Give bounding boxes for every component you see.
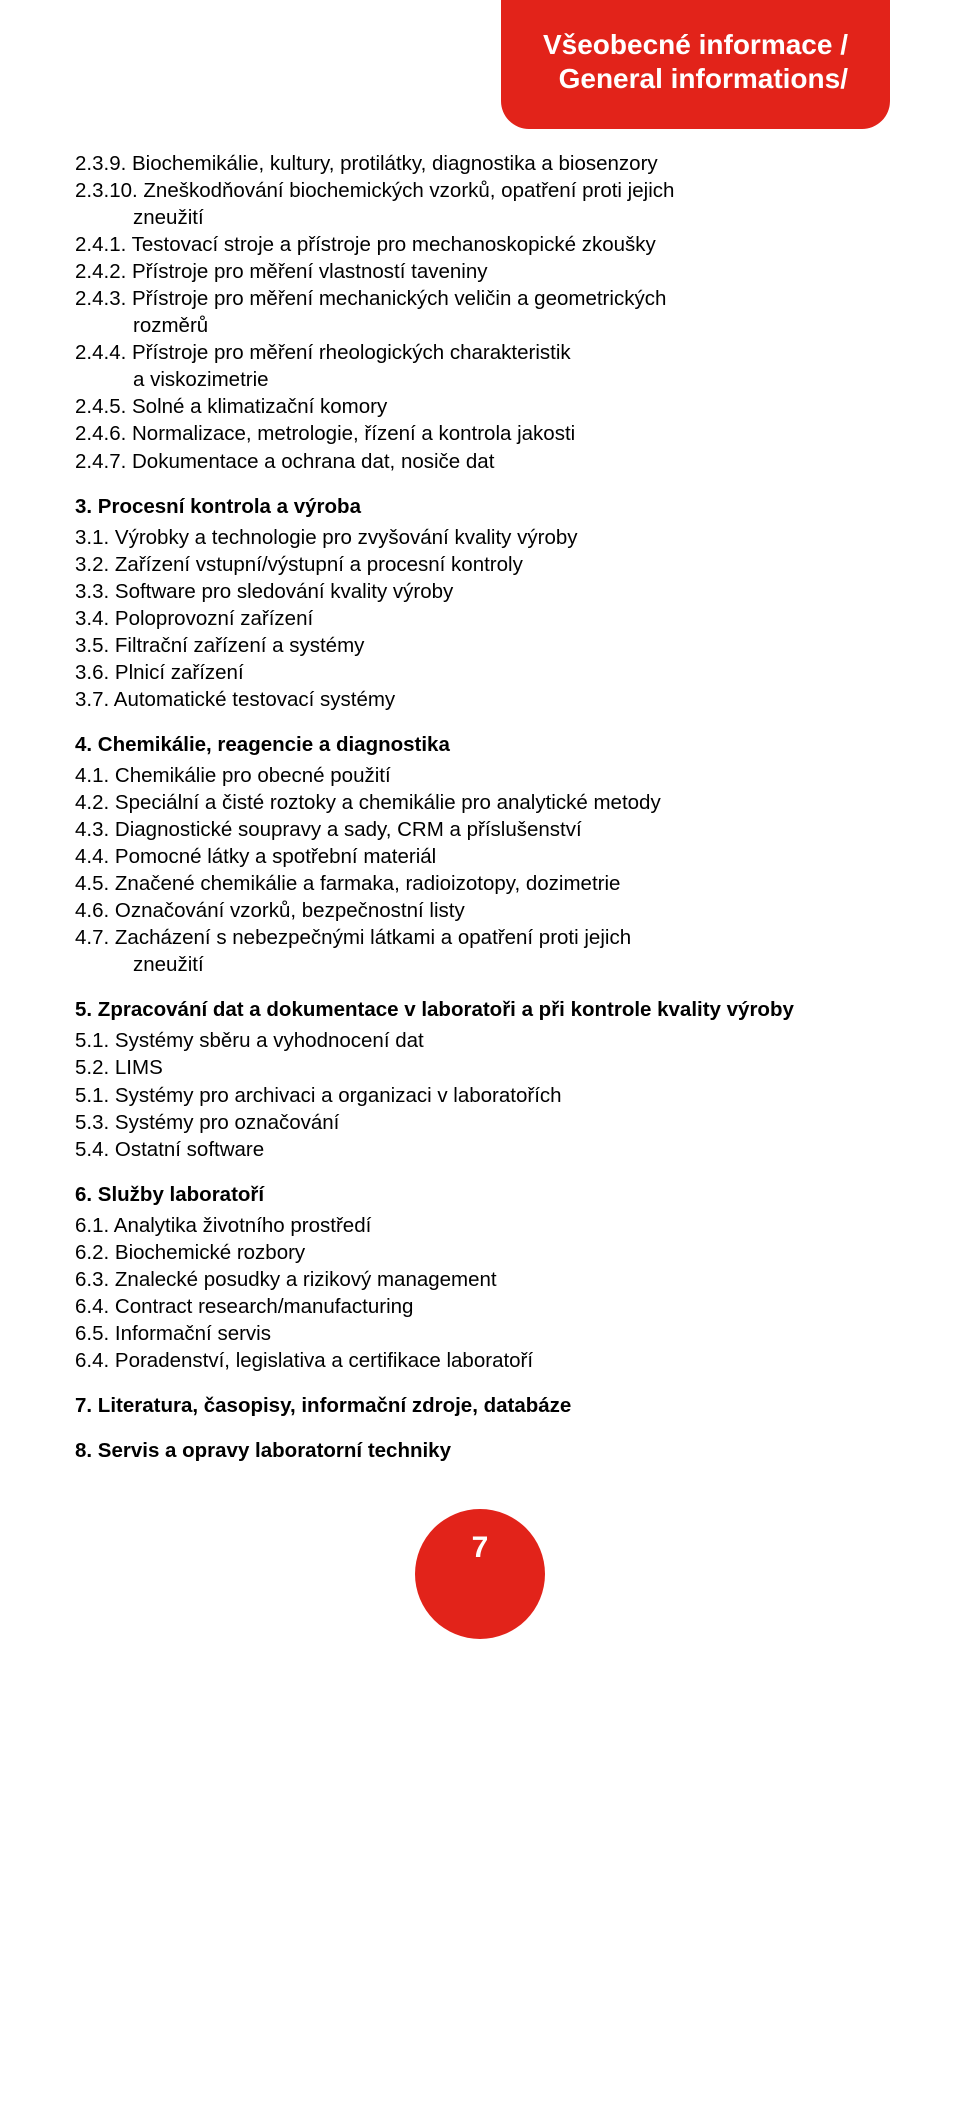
section-heading-4: 4. Chemikálie, reagencie a diagnostika — [75, 731, 890, 758]
list-item: 3.7. Automatické testovací systémy — [75, 686, 890, 713]
list-item: 3.1. Výrobky a technologie pro zvyšování… — [75, 524, 890, 551]
list-item: 4.4. Pomocné látky a spotřební materiál — [75, 843, 890, 870]
list-group-3: 3.1. Výrobky a technologie pro zvyšování… — [75, 524, 890, 713]
header-title-line2: General informations/ — [543, 62, 848, 96]
page-number-circle: 7 — [415, 1509, 545, 1639]
section-heading-7: 7. Literatura, časopisy, informační zdro… — [75, 1392, 890, 1419]
section-heading-3: 3. Procesní kontrola a výroba — [75, 493, 890, 520]
list-item: 4.1. Chemikálie pro obecné použití — [75, 762, 890, 789]
list-item: 2.4.4. Přístroje pro měření rheologickýc… — [75, 339, 890, 393]
list-item: 6.4. Poradenství, legislativa a certifik… — [75, 1347, 890, 1374]
list-item: 2.4.2. Přístroje pro měření vlastností t… — [75, 258, 890, 285]
list-item: 2.4.3. Přístroje pro měření mechanických… — [75, 285, 890, 339]
list-item: 6.4. Contract research/manufacturing — [75, 1293, 890, 1320]
list-item: 3.2. Zařízení vstupní/výstupní a procesn… — [75, 551, 890, 578]
list-item: 5.4. Ostatní software — [75, 1136, 890, 1163]
list-item: 5.3. Systémy pro označování — [75, 1109, 890, 1136]
section-heading-5: 5. Zpracování dat a dokumentace v labora… — [75, 996, 890, 1023]
list-group-2: 2.3.9. Biochemikálie, kultury, protilátk… — [75, 150, 890, 475]
list-item: 4.5. Značené chemikálie a farmaka, radio… — [75, 870, 890, 897]
list-item: 4.3. Diagnostické soupravy a sady, CRM a… — [75, 816, 890, 843]
list-item: 5.2. LIMS — [75, 1054, 890, 1081]
list-item: 4.6. Označování vzorků, bezpečnostní lis… — [75, 897, 890, 924]
list-item: 4.2. Speciální a čisté roztoky a chemiká… — [75, 789, 890, 816]
document-content: 2.3.9. Biochemikálie, kultury, protilátk… — [0, 0, 960, 1464]
list-item: 3.4. Poloprovozní zařízení — [75, 605, 890, 632]
list-item: 6.5. Informační servis — [75, 1320, 890, 1347]
list-item: 2.3.9. Biochemikálie, kultury, protilátk… — [75, 150, 890, 177]
list-item: 2.4.6. Normalizace, metrologie, řízení a… — [75, 420, 890, 447]
list-item: 5.1. Systémy pro archivaci a organizaci … — [75, 1082, 890, 1109]
list-item: 5.1. Systémy sběru a vyhodnocení dat — [75, 1027, 890, 1054]
list-item: 3.6. Plnicí zařízení — [75, 659, 890, 686]
list-item: 3.3. Software pro sledování kvality výro… — [75, 578, 890, 605]
list-item: 6.1. Analytika životního prostředí — [75, 1212, 890, 1239]
list-group-5: 5.1. Systémy sběru a vyhodnocení dat 5.2… — [75, 1027, 890, 1162]
section-heading-6: 6. Služby laboratoří — [75, 1181, 890, 1208]
list-group-6: 6.1. Analytika životního prostředí 6.2. … — [75, 1212, 890, 1374]
list-item: 2.4.7. Dokumentace a ochrana dat, nosiče… — [75, 448, 890, 475]
list-item: 3.5. Filtrační zařízení a systémy — [75, 632, 890, 659]
page-footer: 7 — [0, 1509, 960, 1594]
list-item: 2.3.10. Zneškodňování biochemických vzor… — [75, 177, 890, 231]
list-item: 6.3. Znalecké posudky a rizikový managem… — [75, 1266, 890, 1293]
list-group-4: 4.1. Chemikálie pro obecné použití 4.2. … — [75, 762, 890, 978]
list-item: 2.4.5. Solné a klimatizační komory — [75, 393, 890, 420]
list-item: 6.2. Biochemické rozbory — [75, 1239, 890, 1266]
section-heading-8: 8. Servis a opravy laboratorní techniky — [75, 1437, 890, 1464]
header-tab: Všeobecné informace / General informatio… — [501, 0, 890, 129]
header-title-line1: Všeobecné informace / — [543, 28, 848, 62]
list-item: 2.4.1. Testovací stroje a přístroje pro … — [75, 231, 890, 258]
page-number: 7 — [472, 1531, 489, 1565]
list-item: 4.7. Zacházení s nebezpečnými látkami a … — [75, 924, 890, 978]
